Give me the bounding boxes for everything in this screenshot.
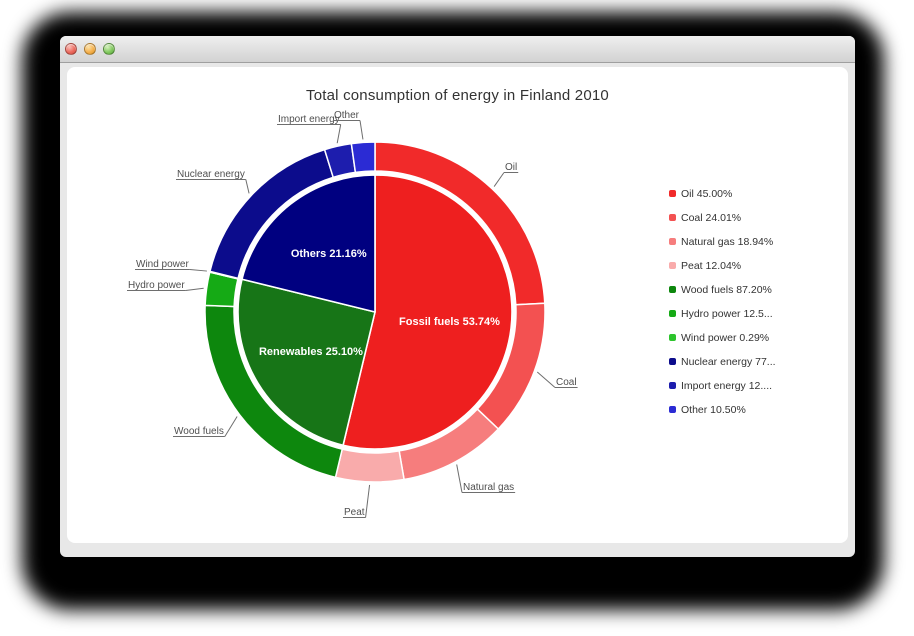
titlebar[interactable] xyxy=(60,36,855,63)
ring-slice-callout-label: Other xyxy=(334,110,360,121)
legend-item-hydro-power[interactable]: Hydro power 12.5... xyxy=(669,307,776,320)
label-connector xyxy=(493,172,505,187)
pie-slice-others[interactable] xyxy=(241,174,376,313)
label-connector xyxy=(245,179,250,194)
legend-label: Wood fuels 87.20% xyxy=(681,283,772,296)
legend-marker xyxy=(669,334,676,341)
ring-slice-callout-label: Wind power xyxy=(136,259,189,270)
label-connector xyxy=(536,371,556,388)
donut-chart: Fossil fuels 53.74% Renewables 25.10% Othe… xyxy=(127,110,578,518)
chart-card: Fossil fuels 53.74% Renewables 25.10% Othe… xyxy=(67,67,848,543)
ring-slice-callout-label: Natural gas xyxy=(463,482,514,493)
legend-label: Import energy 12.... xyxy=(681,379,773,392)
legend-item-coal[interactable]: Coal 24.01% xyxy=(669,211,776,224)
legend-marker xyxy=(669,406,676,413)
pie-slice-renewables[interactable] xyxy=(237,278,376,447)
legend-marker xyxy=(669,238,676,245)
legend-label: Natural gas 18.94% xyxy=(681,235,774,248)
pie-slice-fossil-fuels[interactable] xyxy=(342,174,513,450)
chart-title: Total consumption of energy in Finland 2… xyxy=(306,87,609,104)
zoom-button[interactable] xyxy=(103,43,115,55)
inner-slice-label: Others 21.16% xyxy=(291,248,367,260)
legend-label: Hydro power 12.5... xyxy=(681,307,773,320)
legend-item-import-energy[interactable]: Import energy 12.... xyxy=(669,379,776,392)
ring-slice-peat[interactable] xyxy=(334,448,405,483)
label-connector xyxy=(189,269,207,272)
legend-marker xyxy=(669,358,676,365)
inner-slice-label: Renewables 25.10% xyxy=(259,346,363,358)
legend-item-natural-gas[interactable]: Natural gas 18.94% xyxy=(669,235,776,248)
label-connector xyxy=(336,124,342,144)
legend-label: Other 10.50% xyxy=(681,403,746,416)
legend-item-wind-power[interactable]: Wind power 0.29% xyxy=(669,331,776,344)
chart-legend: Oil 45.00% Coal 24.01% Natural gas 18.94% P… xyxy=(669,187,776,427)
label-connector xyxy=(359,120,364,140)
label-connector xyxy=(185,287,204,291)
legend-marker xyxy=(669,214,676,221)
label-connector xyxy=(456,464,463,493)
ring-slice-callout-label: Peat xyxy=(344,507,365,518)
legend-marker xyxy=(669,262,676,269)
legend-label: Peat 12.04% xyxy=(681,259,742,272)
inner-slice-label: Fossil fuels 53.74% xyxy=(399,316,500,328)
label-connector xyxy=(365,484,371,518)
label-connector xyxy=(224,416,238,437)
ring-slice-callout-label: Hydro power xyxy=(128,280,185,291)
legend-marker xyxy=(669,286,676,293)
legend-marker xyxy=(669,190,676,197)
ring-slice-callout-label: Oil xyxy=(505,162,517,173)
legend-item-nuclear-energy[interactable]: Nuclear energy 77... xyxy=(669,355,776,368)
ring-slice-callout-label: Nuclear energy xyxy=(177,169,245,180)
legend-item-wood-fuels[interactable]: Wood fuels 87.20% xyxy=(669,283,776,296)
ring-slice-other[interactable] xyxy=(350,141,376,174)
legend-item-oil[interactable]: Oil 45.00% xyxy=(669,187,776,200)
ring-slice-callout-label: Wood fuels xyxy=(174,426,224,437)
legend-marker xyxy=(669,382,676,389)
legend-item-other[interactable]: Other 10.50% xyxy=(669,403,776,416)
legend-label: Wind power 0.29% xyxy=(681,331,770,344)
legend-label: Oil 45.00% xyxy=(681,187,733,200)
close-button[interactable] xyxy=(65,43,77,55)
ring-slice-callout-label: Import energy xyxy=(278,114,340,125)
legend-label: Nuclear energy 77... xyxy=(681,355,776,368)
ring-slice-callout-label: Coal xyxy=(556,377,577,388)
app-window: Fossil fuels 53.74% Renewables 25.10% Othe… xyxy=(60,36,855,557)
minimize-button[interactable] xyxy=(84,43,96,55)
legend-label: Coal 24.01% xyxy=(681,211,742,224)
legend-marker xyxy=(669,310,676,317)
legend-item-peat[interactable]: Peat 12.04% xyxy=(669,259,776,272)
